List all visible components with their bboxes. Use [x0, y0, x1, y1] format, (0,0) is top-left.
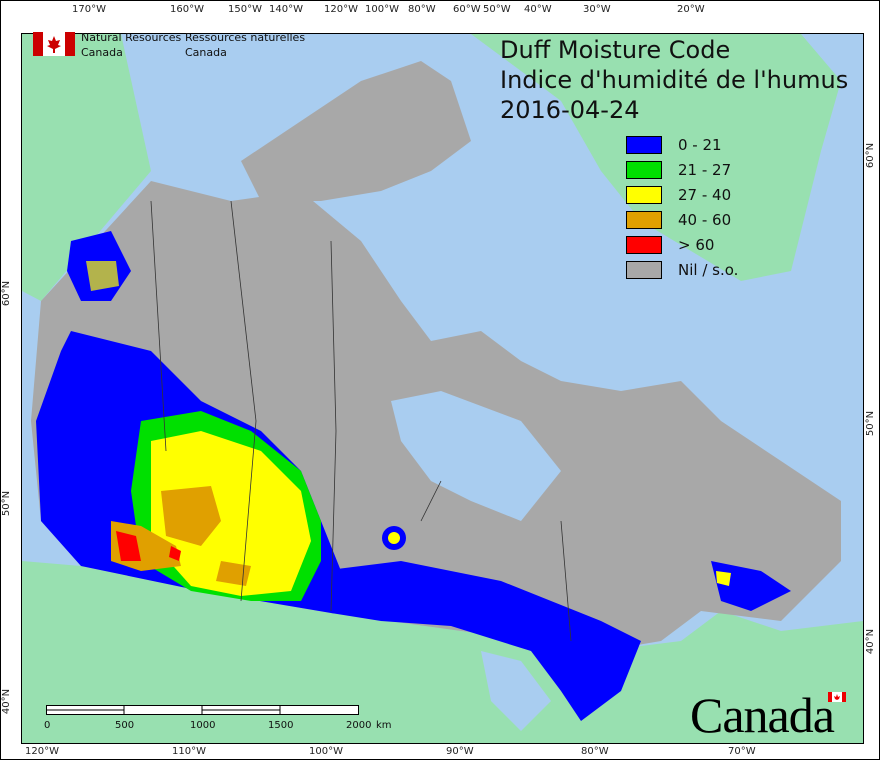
nrcan-en-line2: Canada	[81, 46, 123, 59]
legend-label: > 60	[678, 236, 715, 254]
right-tick: 40°N	[865, 628, 877, 655]
top-tick: 30°W	[583, 4, 611, 15]
bottom-tick: 90°W	[446, 746, 474, 757]
left-tick: 50°N	[1, 490, 13, 517]
scale-label: 500	[115, 720, 135, 731]
class-0-21-east	[321, 561, 641, 721]
arctic-islands	[241, 61, 471, 201]
legend-item: 21 - 27	[626, 160, 731, 180]
legend-item: 27 - 40	[626, 185, 731, 205]
bottom-tick: 80°W	[581, 746, 609, 757]
top-tick: 50°W	[483, 4, 511, 15]
greenland-land	[471, 34, 841, 281]
top-tick: 170°W	[72, 4, 106, 15]
bottom-tick: 70°W	[728, 746, 756, 757]
top-tick: 40°W	[524, 4, 552, 15]
province-boundaries	[150, 200, 572, 642]
legend-label: 0 - 21	[678, 136, 722, 154]
canada-wordmark: Canada	[690, 687, 835, 743]
nrcan-fr-line1: Ressources naturelles	[185, 31, 306, 44]
scale-label: 0	[44, 720, 51, 731]
usa-land	[22, 561, 863, 743]
top-tick: 150°W	[228, 4, 262, 15]
legend-swatch	[626, 161, 662, 179]
map-svg	[22, 34, 863, 743]
great-lakes	[481, 651, 551, 731]
scale-label: 1500	[268, 720, 294, 731]
alaska-land	[22, 34, 151, 301]
class-40-60	[161, 486, 251, 586]
map-title: Duff Moisture Code	[500, 36, 731, 64]
map-date: 2016-04-24	[500, 96, 640, 124]
legend-label: 40 - 60	[678, 211, 732, 229]
nrcan-en-line1: Natural Resources	[81, 31, 182, 44]
top-tick: 160°W	[170, 4, 204, 15]
class-27-40-spot	[388, 532, 400, 544]
maritimes-yellow	[716, 571, 731, 586]
class-27-40	[151, 431, 311, 596]
scale-bar	[46, 705, 359, 715]
scale-label: 1000	[190, 720, 216, 731]
legend-item: Nil / s.o.	[626, 260, 738, 280]
top-tick: 20°W	[677, 4, 705, 15]
nrcan-fr-line2: Canada	[185, 46, 227, 59]
wordmark-flag-icon	[828, 692, 846, 702]
right-tick: 60°N	[865, 142, 877, 169]
map-title-fr: Indice d'humidité de l'humus	[500, 66, 849, 94]
top-tick: 120°W	[324, 4, 358, 15]
map-canvas	[21, 33, 864, 744]
legend-swatch	[626, 186, 662, 204]
top-tick: 140°W	[269, 4, 303, 15]
legend-item: 40 - 60	[626, 210, 731, 230]
canada-flag-icon	[33, 32, 75, 56]
legend-swatch	[626, 136, 662, 154]
left-tick: 40°N	[1, 688, 13, 715]
legend-label: 21 - 27	[678, 161, 732, 179]
scale-unit: km	[376, 720, 392, 731]
left-tick: 60°N	[1, 280, 13, 307]
maritimes-blue	[711, 561, 791, 611]
bottom-tick: 100°W	[309, 746, 343, 757]
legend-item: 0 - 21	[626, 135, 722, 155]
legend-label: 27 - 40	[678, 186, 732, 204]
top-tick: 80°W	[408, 4, 436, 15]
scale-label: 2000	[346, 720, 372, 731]
bottom-tick: 110°W	[172, 746, 206, 757]
legend-swatch	[626, 236, 662, 254]
alaska-patch-yellow	[86, 261, 119, 291]
top-tick: 100°W	[365, 4, 399, 15]
class-over-60	[116, 531, 181, 561]
hudson-bay	[391, 391, 561, 521]
legend-label: Nil / s.o.	[678, 261, 739, 279]
legend-swatch	[626, 261, 662, 279]
legend-item: > 60	[626, 235, 714, 255]
top-tick: 60°W	[453, 4, 481, 15]
bottom-tick: 120°W	[25, 746, 59, 757]
legend-swatch	[626, 211, 662, 229]
right-tick: 50°N	[865, 410, 877, 437]
